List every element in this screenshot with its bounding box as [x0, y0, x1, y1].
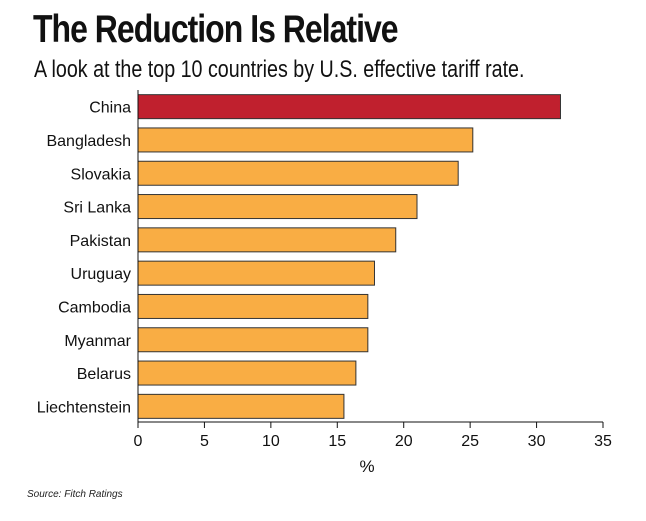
- bar-liechtenstein: [137, 393, 345, 419]
- bar-uruguay: [137, 260, 375, 286]
- chart-title: The Reduction Is Relative: [33, 8, 399, 51]
- bar-cambodia: [137, 293, 369, 319]
- bar-pakistan: [137, 227, 397, 253]
- category-label: Pakistan: [70, 233, 131, 250]
- category-label: Liechtenstein: [37, 399, 131, 416]
- chart-subtitle: A look at the top 10 countries by U.S. e…: [34, 56, 525, 83]
- category-label: China: [89, 100, 131, 117]
- x-tick-label: 30: [528, 433, 546, 450]
- bar-bangladesh: [137, 127, 474, 153]
- x-axis: 0 5 10 15 20 25 30 35: [134, 90, 612, 450]
- bar-myanmar: [137, 327, 369, 353]
- source-note: Source: Fitch Ratings: [27, 489, 123, 500]
- x-tick-label: 15: [328, 433, 346, 450]
- x-tick-label: 25: [461, 433, 479, 450]
- x-tick-label: 0: [134, 433, 143, 450]
- category-label: Cambodia: [58, 299, 131, 316]
- category-labels-group: China Bangladesh Slovakia Sri Lanka Pakistan…: [37, 100, 132, 417]
- x-tick-label: 35: [594, 433, 612, 450]
- x-tick-label: 20: [395, 433, 413, 450]
- x-axis-label: %: [359, 457, 374, 476]
- bar-sri-lanka: [137, 194, 418, 220]
- category-label: Sri Lanka: [63, 200, 131, 217]
- category-label: Myanmar: [64, 333, 131, 350]
- category-label: Slovakia: [71, 166, 132, 183]
- category-label: Belarus: [77, 366, 131, 383]
- category-label: Uruguay: [71, 266, 131, 283]
- x-tick-label: 10: [262, 433, 280, 450]
- category-label: Bangladesh: [46, 133, 131, 150]
- bar-belarus: [137, 360, 357, 386]
- bar-slovakia: [137, 160, 459, 186]
- x-tick-label: 5: [200, 433, 209, 450]
- bar-china: [137, 94, 561, 120]
- bars-group: [137, 94, 561, 419]
